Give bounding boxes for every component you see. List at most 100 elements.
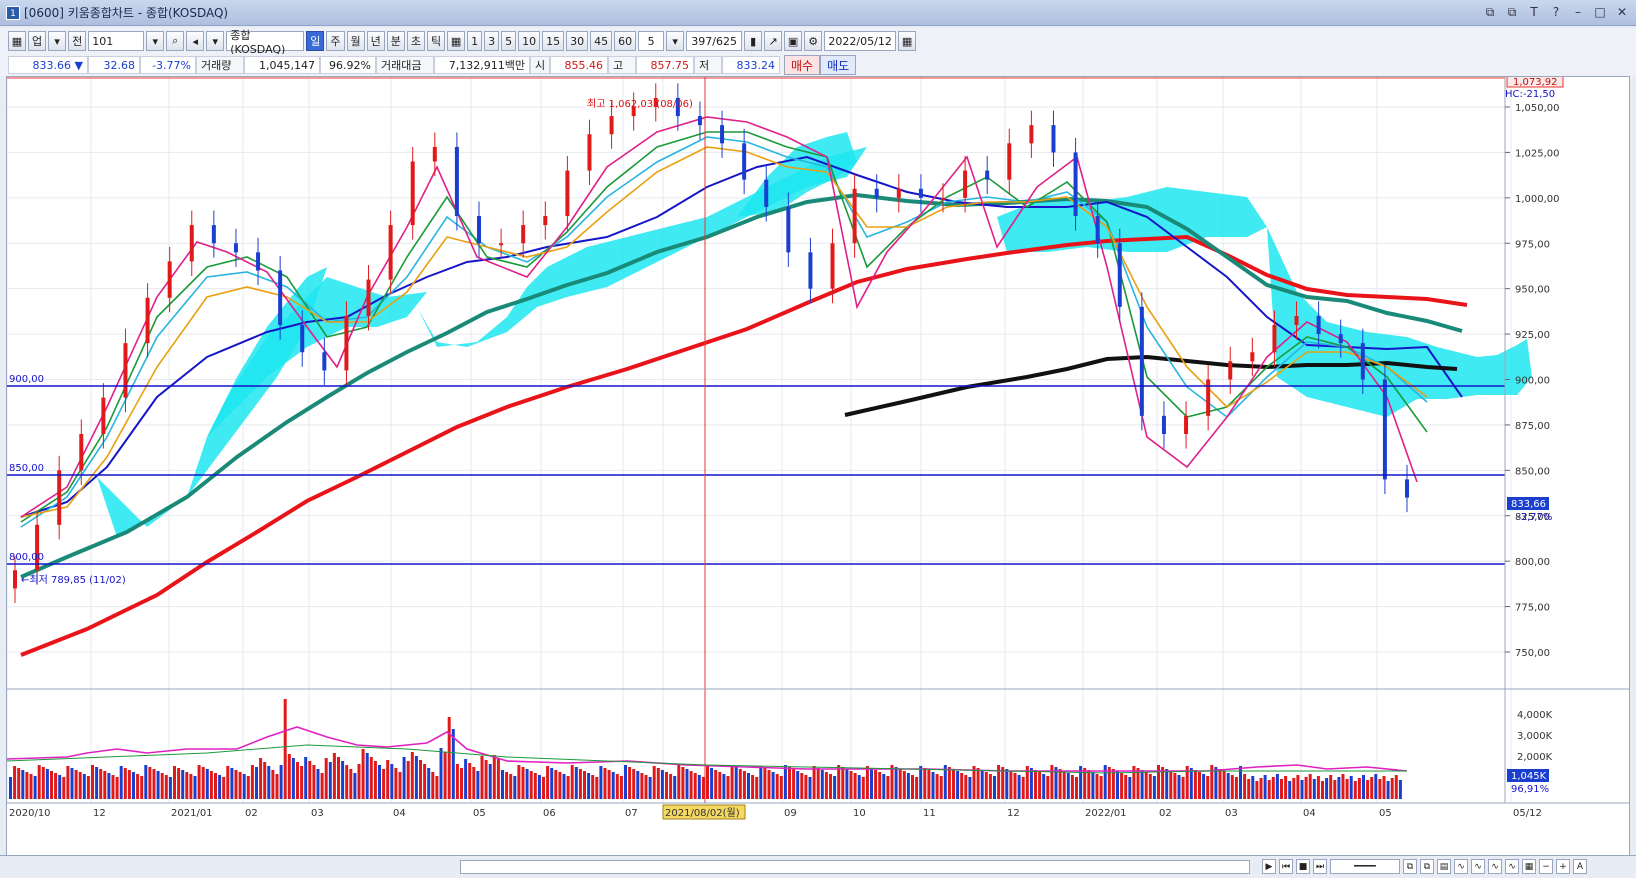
volume-bar	[1398, 780, 1402, 799]
settings-icon[interactable]: ⚙	[804, 31, 823, 51]
period-day[interactable]: 일	[306, 31, 325, 51]
indicator-icon[interactable]: ∿	[1454, 859, 1468, 874]
volume-bar	[882, 774, 886, 799]
zoom-in-icon[interactable]: +	[1556, 859, 1570, 874]
maximize-icon[interactable]: □	[1594, 5, 1606, 19]
volume-bar	[320, 773, 324, 799]
volume-bar	[640, 773, 644, 799]
buy-button[interactable]: 매수	[784, 55, 821, 75]
sound-dropdown-icon[interactable]: ▾	[206, 31, 225, 51]
volume-bar	[1103, 765, 1107, 799]
horizontal-scrollbar[interactable]	[460, 860, 1250, 874]
volume-bar	[1021, 777, 1025, 799]
search-icon[interactable]: ⌕	[166, 31, 185, 51]
volume-bar	[431, 772, 435, 799]
volume-bar	[501, 770, 504, 799]
prev-button[interactable]: 전	[68, 31, 87, 51]
stop-icon[interactable]: ■	[1296, 859, 1310, 874]
volume-bar	[33, 776, 37, 799]
volume-bar	[517, 765, 521, 799]
period-month[interactable]: 월	[346, 31, 365, 51]
last-icon[interactable]: ⏭	[1313, 859, 1327, 874]
sell-button[interactable]: 매도	[820, 55, 857, 75]
volume-bar	[829, 774, 832, 799]
interval-1[interactable]: 1	[467, 31, 483, 51]
period-second[interactable]: 초	[406, 31, 425, 51]
interval-5[interactable]: 5	[501, 31, 517, 51]
x-tick-label: 2021/08/02(월)	[665, 807, 740, 819]
volume-bar	[1390, 778, 1394, 799]
interval-30[interactable]: 30	[566, 31, 589, 51]
volume-bar	[1001, 767, 1005, 799]
tick-option-icon[interactable]: ▦	[447, 31, 466, 51]
candle-body	[189, 225, 194, 262]
minimize-icon[interactable]: –	[1575, 5, 1581, 19]
save-icon[interactable]: ▣	[784, 31, 803, 51]
volume-bar	[1091, 772, 1095, 799]
current-pct-label: -3,77%	[1517, 512, 1552, 523]
code-input[interactable]: 101	[88, 31, 145, 51]
help-icon[interactable]: ?	[1552, 5, 1560, 19]
period-tick[interactable]: 틱	[427, 31, 446, 51]
layout-icon[interactable]: ▦	[8, 31, 26, 51]
first-icon[interactable]: ⏮	[1279, 859, 1293, 874]
volume-bar	[947, 767, 951, 799]
volume-bar	[857, 775, 861, 799]
x-axis[interactable]: 2020/10 12 2021/01 02 03 04 05 06 07 2021/08/02(월…	[9, 804, 1542, 820]
period-week[interactable]: 주	[326, 31, 345, 51]
vol-tick-2000: 2,000K	[1517, 752, 1553, 763]
volume-bar	[480, 756, 484, 799]
period-minute[interactable]: 분	[386, 31, 405, 51]
zoom-out-icon[interactable]: −	[1539, 859, 1553, 874]
indicator2-icon[interactable]: ∿	[1471, 859, 1485, 874]
sound-icon[interactable]: ◂	[186, 31, 205, 51]
link-window-icon[interactable]: ⧉	[1485, 5, 1495, 19]
dropdown-icon[interactable]: ▾	[48, 31, 67, 51]
indicator3-icon[interactable]: ∿	[1488, 859, 1502, 874]
calendar-icon[interactable]: ▦	[898, 31, 917, 51]
change-percent: -3.77%	[140, 56, 196, 74]
interval-3[interactable]: 3	[484, 31, 500, 51]
scroll-right-icon[interactable]: ▶	[1262, 859, 1276, 874]
print-icon[interactable]: ▤	[1437, 859, 1451, 874]
font-size-icon[interactable]: A	[1573, 859, 1587, 874]
volume-bar	[382, 769, 386, 799]
market-select[interactable]: 업	[28, 31, 47, 51]
volume-bar	[583, 771, 586, 799]
close-icon[interactable]: ✕	[1616, 5, 1628, 19]
interval-60[interactable]: 60	[614, 31, 637, 51]
volume-bar	[209, 771, 213, 799]
count-dropdown-icon[interactable]: ▾	[666, 31, 685, 51]
interval-10[interactable]: 10	[518, 31, 541, 51]
indicator4-icon[interactable]: ∿	[1505, 859, 1519, 874]
grid-icon[interactable]: ▦	[1522, 859, 1536, 874]
volume-bar	[988, 774, 992, 799]
window-title: [0600] 키움종합차트 - 종합(KOSDAQ)	[24, 6, 229, 20]
price-axis[interactable]: 1,050,00 1,025,00 1,000,00 975,00 950,00 925,…	[1505, 103, 1560, 659]
price-tick-label: 900,00	[1515, 376, 1550, 387]
count-input[interactable]: 5	[638, 31, 665, 51]
interval-15[interactable]: 15	[542, 31, 565, 51]
candle-type-icon[interactable]: ▮	[744, 31, 763, 51]
period-year[interactable]: 년	[366, 31, 385, 51]
code-dropdown-icon[interactable]: ▾	[146, 31, 165, 51]
volume-bar	[714, 770, 718, 799]
volume-bar	[58, 775, 62, 799]
date-input[interactable]: 2022/05/12	[824, 31, 897, 51]
price-chart[interactable]: 900,00 850,00 800,00 최고 1,062,03 (08/06)…	[6, 73, 1629, 855]
font-icon[interactable]: T	[1530, 5, 1538, 19]
volume-bar	[1271, 777, 1275, 799]
volume-bar	[218, 775, 222, 799]
volume-bar	[603, 768, 607, 799]
copy2-icon[interactable]: ⧉	[1420, 859, 1434, 874]
volume-bar	[455, 764, 459, 799]
copy-icon[interactable]: ⧉	[1403, 859, 1417, 874]
chart-area[interactable]: 900,00 850,00 800,00 최고 1,062,03 (08/06)…	[6, 73, 1630, 856]
volume-bar	[652, 766, 656, 799]
zoom-slider[interactable]: ━━━━	[1330, 859, 1400, 874]
interval-45[interactable]: 45	[590, 31, 613, 51]
draw-tool-icon[interactable]: ↗	[764, 31, 783, 51]
x-tick-label: 10	[853, 808, 866, 819]
volume-bar	[62, 777, 66, 799]
copy-window-icon[interactable]: ⧉	[1507, 5, 1517, 19]
